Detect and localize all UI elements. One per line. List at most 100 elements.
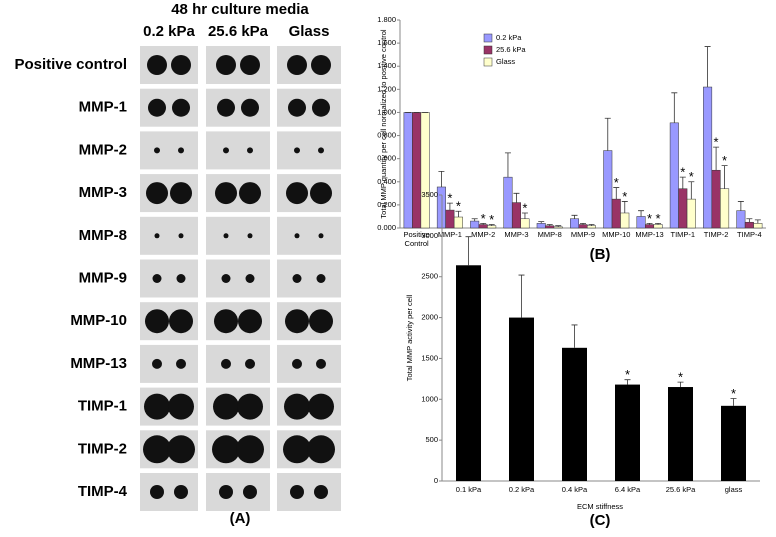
error-bar: [704, 46, 711, 88]
x-tick-label: MMP-9: [570, 230, 596, 239]
legend-label: 25.6 kPa: [496, 45, 526, 54]
row-label: TIMP-2: [78, 440, 127, 457]
blot-dot: [170, 182, 192, 205]
blot-box: [206, 131, 270, 170]
x-tick-label: glass: [725, 485, 743, 494]
blot-dot: [176, 358, 186, 369]
bar: [620, 212, 630, 229]
blot-dot: [214, 309, 238, 334]
blot-dot: [221, 274, 231, 283]
blot-box: [206, 344, 270, 383]
error-bar: [621, 201, 628, 213]
bar: [603, 150, 613, 229]
row-label: MMP-3: [79, 184, 127, 201]
x-tick-label: 0.2 kPa: [509, 485, 535, 494]
panel-label: (A): [230, 510, 251, 527]
blot-dot: [311, 55, 331, 75]
blot-dot: [150, 485, 164, 499]
y-tick-label: 1.800: [377, 15, 396, 24]
error-bar: [688, 181, 695, 200]
error-bar: [513, 192, 520, 203]
y-tick-label: 0.600: [377, 154, 396, 163]
error-bar: [465, 236, 472, 266]
blot-dot: [292, 274, 302, 283]
blot-dot: [147, 55, 167, 75]
blot-dot: [172, 98, 190, 117]
bar: [636, 216, 646, 229]
y-tick-label: 2000: [421, 313, 438, 322]
x-tick-label-box: MMP-13: [635, 230, 663, 239]
error-bar: [571, 324, 578, 348]
significance-label: *: [714, 135, 719, 150]
bar: [562, 347, 587, 481]
blot-dot: [212, 435, 240, 464]
blot-box: [277, 88, 341, 127]
blot-dot: [308, 393, 334, 420]
error-bar: [580, 222, 586, 225]
bar: [615, 384, 640, 481]
blot-box: [277, 259, 341, 298]
bar: [720, 188, 730, 229]
blot-dot: [247, 147, 253, 154]
error-bar: [721, 165, 728, 189]
row-label: MMP-13: [70, 355, 127, 372]
error-bar: [671, 92, 678, 123]
significance-label: *: [614, 175, 619, 190]
bar: [668, 387, 693, 481]
x-tick-label-box: MMP-10: [602, 230, 631, 239]
bar: [470, 220, 480, 229]
row-label: MMP-8: [79, 227, 127, 244]
error-bar: [518, 274, 525, 318]
significance-label: *: [447, 191, 452, 206]
blot-dot: [145, 309, 169, 334]
x-tick-label-box: MMP-1: [438, 230, 462, 239]
blot-dot: [243, 485, 257, 499]
bar: [611, 198, 621, 229]
blot-box: [277, 131, 341, 170]
y-tick-label: 0.000: [377, 223, 396, 232]
blot-dot: [286, 182, 308, 205]
blot-dot: [245, 274, 255, 283]
blot-box: [206, 46, 270, 84]
blot-dot: [144, 393, 170, 420]
significance-label: *: [731, 386, 736, 401]
y-tick-label: 1000: [421, 394, 438, 403]
bar: [445, 209, 455, 229]
blot-dot: [314, 485, 328, 499]
y-tick-label: 1.000: [377, 107, 396, 116]
legend-swatch: [483, 57, 493, 67]
bar: [669, 122, 679, 229]
significance-label: *: [489, 212, 494, 227]
x-tick-label: 0.1 kPa: [456, 485, 482, 494]
error-bar: [471, 218, 478, 222]
x-tick-label-box: TIMP-4: [737, 230, 762, 239]
panel-label: (B): [590, 246, 611, 263]
error-bar: [754, 219, 761, 224]
x-tick-label: MMP-10: [602, 230, 631, 239]
column-header: 0.2 kPa: [143, 23, 195, 40]
x-tick-label: TIMP-2: [703, 230, 729, 239]
error-bar: [737, 201, 744, 211]
error-bar: [455, 210, 462, 218]
blot-dot: [318, 233, 324, 239]
error-bar: [538, 221, 545, 224]
x-tick-label-box: MMP-9: [570, 230, 596, 239]
blot-dot: [215, 182, 237, 205]
blot-box: [277, 46, 341, 84]
blot-dot: [167, 435, 195, 464]
error-bar: [713, 146, 720, 171]
error-bar: [488, 224, 495, 226]
bar: [553, 226, 563, 229]
blot-dot: [178, 233, 184, 239]
significance-label: *: [722, 153, 727, 168]
blot-dot: [221, 358, 231, 369]
blot-dot: [294, 147, 300, 154]
row-label: TIMP-1: [78, 398, 127, 415]
bar: [520, 218, 530, 229]
y-tick-label: 1.600: [377, 38, 396, 47]
blot-dot: [169, 309, 193, 334]
column-header: Glass: [289, 23, 330, 40]
bar: [545, 225, 555, 229]
error-bar: [480, 222, 487, 225]
